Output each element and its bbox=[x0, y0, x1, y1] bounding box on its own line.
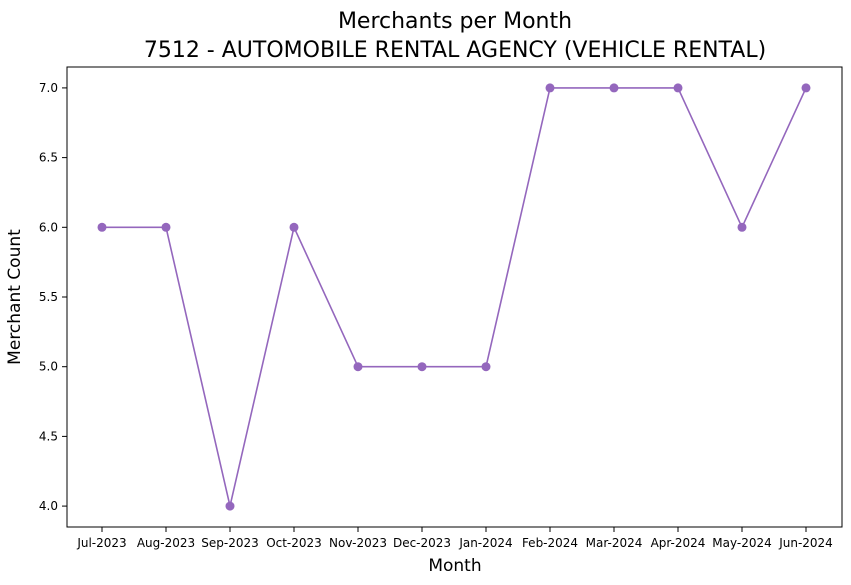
data-point bbox=[289, 222, 299, 232]
data-point bbox=[225, 501, 235, 511]
y-tick-label: 7.0 bbox=[39, 81, 58, 95]
data-point bbox=[481, 362, 491, 372]
series-line bbox=[102, 87, 807, 507]
data-point bbox=[801, 83, 811, 93]
x-axis-ticks: Jul-2023 Aug-2023 Sep-2023 Oct-2023 Nov-2023… bbox=[76, 527, 833, 550]
data-point bbox=[737, 222, 747, 232]
x-tick-label: Nov-2023 bbox=[329, 536, 387, 550]
y-axis-label: Merchant Count bbox=[5, 229, 25, 365]
x-tick-label: Mar-2024 bbox=[586, 536, 643, 550]
data-point bbox=[353, 362, 363, 372]
y-axis-ticks: 4.0 4.5 5.0 5.5 6.0 6.5 7.0 bbox=[39, 81, 67, 513]
x-tick-label: Oct-2023 bbox=[266, 536, 322, 550]
chart-title-line1: Merchants per Month bbox=[338, 9, 572, 34]
y-tick-label: 5.0 bbox=[39, 360, 58, 374]
x-tick-label: Apr-2024 bbox=[651, 536, 706, 550]
series-layer bbox=[97, 83, 811, 511]
x-tick-label: Aug-2023 bbox=[137, 536, 195, 550]
data-point bbox=[97, 222, 107, 232]
data-point bbox=[609, 83, 619, 93]
data-point bbox=[673, 83, 683, 93]
plot-area-frame bbox=[66, 66, 843, 528]
x-tick-label: Dec-2023 bbox=[393, 536, 451, 550]
y-tick-label: 4.0 bbox=[39, 499, 58, 513]
x-tick-label: May-2024 bbox=[712, 536, 771, 550]
x-tick-label: Jun-2024 bbox=[778, 536, 833, 550]
data-point bbox=[417, 362, 427, 372]
y-tick-label: 6.5 bbox=[39, 151, 58, 165]
data-point bbox=[161, 222, 171, 232]
x-tick-label: Sep-2023 bbox=[201, 536, 259, 550]
y-tick-label: 6.0 bbox=[39, 220, 58, 234]
x-axis-label: Month bbox=[428, 556, 481, 576]
x-tick-label: Jul-2023 bbox=[76, 536, 126, 550]
y-tick-label: 4.5 bbox=[39, 429, 58, 443]
data-point bbox=[545, 83, 555, 93]
chart-title-line2: 7512 - AUTOMOBILE RENTAL AGENCY (VEHICLE… bbox=[144, 38, 766, 63]
x-tick-label: Feb-2024 bbox=[522, 536, 578, 550]
y-tick-label: 5.5 bbox=[39, 290, 58, 304]
x-tick-label: Jan-2024 bbox=[458, 536, 512, 550]
